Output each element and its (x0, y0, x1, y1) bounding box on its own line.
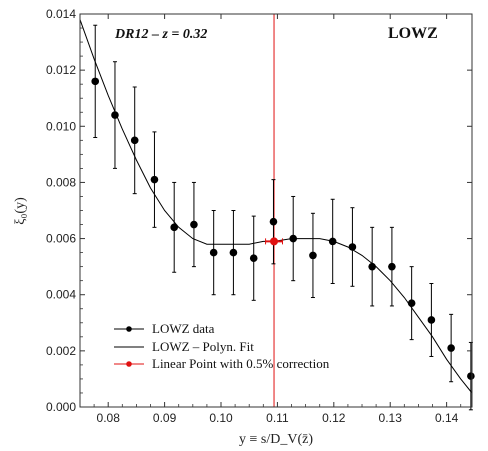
data-point (447, 344, 455, 352)
x-tick-label: 0.13 (379, 411, 403, 425)
legend: LOWZ data LOWZ – Polyn. Fit Linear Point… (114, 321, 330, 371)
data-point (249, 254, 258, 263)
data-point (111, 111, 119, 119)
data-point (190, 220, 198, 229)
y-tick-label: 0.010 (46, 119, 76, 133)
y-tick-label: 0.004 (46, 288, 76, 302)
data-point (289, 234, 298, 243)
legend-label-data: LOWZ data (152, 321, 215, 336)
plot-frame (79, 13, 473, 408)
data-point (150, 175, 159, 184)
fit-curve (79, 19, 473, 394)
y-tick-label: 0.008 (46, 175, 76, 189)
x-tick-label: 0.09 (153, 411, 177, 425)
legend-label-fit: LOWZ – Polyn. Fit (152, 339, 254, 354)
y-tick-label: 0.014 (46, 7, 76, 21)
data-point (348, 243, 357, 251)
x-tick-label: 0.10 (209, 411, 233, 425)
data-point (229, 248, 238, 257)
x-tick-label: 0.11 (266, 411, 289, 425)
linear-point-marker (270, 237, 279, 246)
annotation-right: LOWZ (388, 25, 438, 42)
data-point (368, 262, 376, 271)
y-tick-label: 0.002 (46, 344, 76, 358)
y-axis-label: ξ₀(y) (13, 197, 28, 225)
x-tick-label: 0.12 (322, 411, 346, 425)
data-point (130, 136, 139, 145)
data-point (209, 248, 218, 257)
data-point (91, 77, 100, 86)
y-tick-label: 0.000 (46, 400, 76, 414)
x-axis-label: y ≡ s/D_V(z̄) (239, 432, 313, 447)
data-point (388, 262, 396, 271)
legend-marker-lp (126, 361, 132, 367)
data-point (467, 372, 475, 380)
data-point (407, 299, 416, 307)
annotation-left: DR12 – z = 0.32 (114, 27, 207, 42)
data-point (269, 217, 278, 226)
data-point (328, 237, 337, 246)
data-point (309, 251, 317, 260)
y-tick-label: 0.012 (46, 63, 76, 77)
data-point (170, 223, 178, 232)
data-point (427, 316, 436, 324)
x-tick-label: 0.08 (97, 411, 121, 425)
x-tick-label: 0.14 (435, 411, 459, 425)
legend-marker-data (126, 326, 132, 332)
y-tick-label: 0.006 (46, 232, 76, 246)
legend-label-lp: Linear Point with 0.5% correction (152, 356, 330, 371)
